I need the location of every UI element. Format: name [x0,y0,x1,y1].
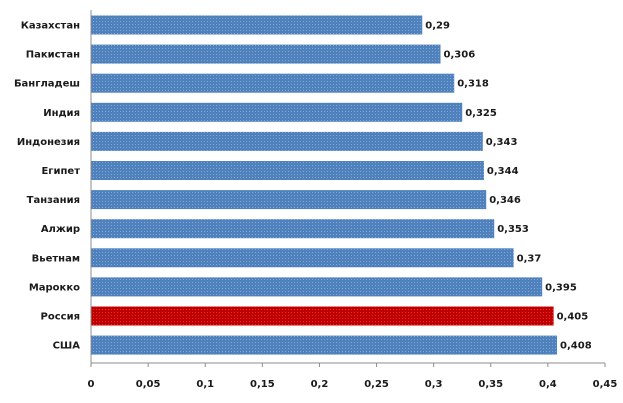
category-label: Россия [41,312,80,323]
x-tick-label: 0,35 [478,379,503,390]
value-label: 0,395 [545,282,577,293]
category-label: Индонезия [17,137,80,148]
x-tick-label: 0,3 [425,379,443,390]
value-label: 0,408 [560,341,592,352]
value-label: 0,37 [517,253,542,264]
x-tick-label: 0,15 [250,379,275,390]
bar-0 [91,15,423,35]
category-label: Египет [41,166,80,177]
bar-4 [91,131,483,151]
bar-10 [91,306,554,326]
value-label: 0,344 [487,166,519,177]
bar-5 [91,161,484,180]
category-label: Индия [43,108,80,119]
category-labels: Казахстан Пакистан Бангладеш Индия Индонезия… [14,21,80,352]
x-tick-label: 0,2 [311,379,329,390]
category-label: Пакистан [26,50,80,61]
x-tick-label: 0,4 [539,379,557,390]
bar-1 [91,44,441,64]
bar-9 [91,277,543,297]
value-label: 0,29 [425,21,450,32]
value-label: 0,325 [465,108,497,119]
x-tick-label: 0 [88,379,95,390]
category-label: Танзания [27,195,80,206]
category-label: Алжир [41,224,80,235]
value-label: 0,343 [486,137,518,148]
category-label: Марокко [29,282,80,293]
bar-11 [91,335,558,355]
bar-6 [91,190,487,210]
bars-group [91,15,558,355]
bar-8 [91,248,514,268]
value-label: 0,306 [444,50,476,61]
x-tick-label: 0,25 [364,379,389,390]
x-tick-label: 0,1 [196,379,214,390]
value-label: 0,318 [457,79,489,90]
bar-7 [91,219,495,239]
x-axis: 0 0,05 0,1 0,15 0,2 0,25 0,3 0,35 0,4 0,45 [88,10,618,390]
bar-3 [91,102,463,122]
x-tick-label: 0,05 [136,379,161,390]
category-label: Казахстан [21,21,80,32]
bar-2 [91,73,455,93]
x-tick-label: 0,45 [593,379,618,390]
value-label: 0,405 [557,312,589,323]
value-label: 0,346 [489,195,521,206]
category-label: Вьетнам [32,253,80,264]
category-label: Бангладеш [14,79,80,90]
value-label: 0,353 [497,224,529,235]
category-label: США [53,341,81,352]
value-labels: 0,29 0,306 0,318 0,325 0,343 0,344 0,346 0,353 0… [425,21,591,352]
